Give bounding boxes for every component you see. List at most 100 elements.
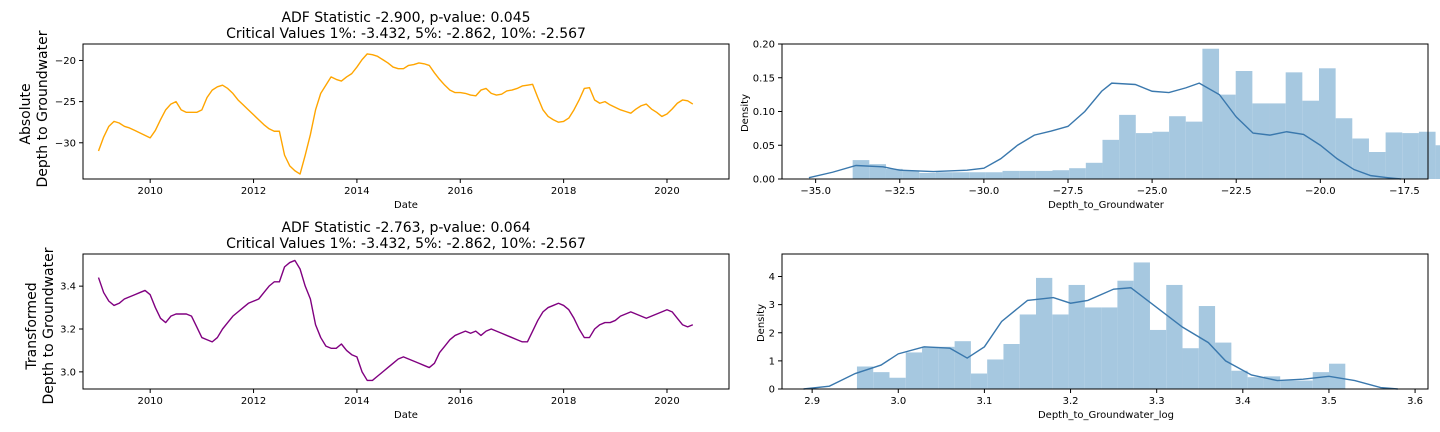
absolute-hist-bar [869, 164, 886, 179]
transformed-hist-bar [1312, 372, 1330, 390]
absolute-hist-bar [1102, 139, 1120, 179]
absolute-hist-bar [1352, 138, 1369, 179]
transformed-hist-bar [905, 352, 923, 389]
absolute-ytick-label: −25 [55, 97, 76, 108]
transformed-axes-frame [82, 253, 730, 390]
transformed-hist-xtick-label: 2.9 [804, 396, 820, 407]
absolute-hist-bar [1069, 168, 1086, 179]
absolute-hist-bar [1318, 68, 1336, 179]
absolute-series-panel: ADF Statistic -2.900, p-value: 0.045 Cri… [18, 10, 730, 211]
absolute-hist-bar [1402, 133, 1419, 179]
transformed-hist-xtick-label: 3.6 [1407, 396, 1423, 407]
absolute-hist-bar [1202, 48, 1220, 179]
transformed-hist-ytick-label: 0 [769, 385, 775, 396]
transformed-hist-bar [1166, 284, 1183, 389]
transformed-ytick-label: 3.2 [60, 325, 76, 336]
absolute-ytick-label: −30 [55, 138, 76, 149]
transformed-hist-xlabel: Depth_to_Groundwater_log [1038, 410, 1174, 421]
absolute-hist-bar [1119, 114, 1136, 180]
absolute-hist-bar [1035, 170, 1053, 179]
transformed-hist-bar [873, 372, 890, 390]
absolute-hist-bar [1152, 131, 1170, 179]
transformed-ytick-label: 3.0 [60, 367, 76, 378]
absolute-hist-xtick-label: −32.5 [884, 186, 915, 197]
transformed-hist-ytick-label: 3 [769, 300, 775, 311]
absolute-hist-bar [1052, 170, 1070, 179]
absolute-hist-ytick-label: 0.15 [753, 73, 775, 84]
transformed-hist-bar [1068, 284, 1085, 389]
absolute-hist-bar [1185, 121, 1203, 180]
transformed-hist-bar [1117, 280, 1134, 389]
absolute-hist-xtick-label: −30.0 [969, 186, 1000, 197]
absolute-hist-xlabel: Depth_to_Groundwater [1048, 200, 1165, 211]
absolute-ylabel-line1: Absolute [18, 83, 34, 144]
transformed-hist-bar [1198, 306, 1216, 389]
transformed-hist-bar [970, 373, 988, 389]
transformed-ytick-label: 3.4 [60, 282, 76, 293]
absolute-hist-bar [952, 172, 970, 179]
absolute-xtick-label: 2010 [137, 186, 162, 197]
absolute-hist-bar [1285, 72, 1303, 179]
transformed-hist-xtick-label: 3.1 [976, 396, 992, 407]
absolute-hist-xtick-label: −20.0 [1305, 186, 1336, 197]
absolute-hist-bar [1335, 118, 1353, 179]
transformed-ylabel-line1: Transformed [24, 282, 40, 370]
transformed-series-line [97, 259, 694, 382]
transformed-hist-bar [1036, 277, 1053, 389]
transformed-hist-bar [1247, 377, 1264, 389]
transformed-hist-kde-curve [803, 287, 1398, 390]
absolute-series-line [97, 53, 694, 175]
transformed-title-line1: ADF Statistic -2.763, p-value: 0.064 [281, 220, 530, 236]
transformed-hist-xtick-label: 3.0 [890, 396, 906, 407]
absolute-title-line2: Critical Values 1%: -3.432, 5%: -2.862, … [226, 26, 586, 42]
absolute-hist-ytick-label: 0.20 [753, 40, 775, 51]
absolute-title-line1: ADF Statistic -2.900, p-value: 0.045 [281, 10, 530, 26]
absolute-hist-bar [1269, 103, 1286, 179]
absolute-hist-ytick-label: 0.05 [753, 141, 775, 152]
transformed-hist-bar [1329, 363, 1346, 389]
absolute-hist-ytick-label: 0.00 [753, 175, 775, 186]
absolute-hist-bar [852, 160, 870, 179]
absolute-xtick-label: 2014 [344, 186, 369, 197]
transformed-hist-bar [1084, 307, 1102, 389]
transformed-hist-bar [922, 346, 939, 389]
absolute-hist-bar [1418, 131, 1436, 179]
transformed-hist-ytick-label: 1 [769, 356, 775, 367]
absolute-hist-bar [1219, 94, 1236, 180]
transformed-hist-xtick-label: 3.4 [1235, 396, 1251, 407]
transformed-xtick-label: 2018 [551, 396, 576, 407]
absolute-hist-bar [885, 168, 903, 180]
transformed-hist-bar [1052, 314, 1069, 389]
transformed-hist-bar [1149, 329, 1167, 389]
transformed-hist-bar [1215, 342, 1232, 389]
transformed-hist-bar [889, 377, 906, 389]
transformed-hist-bar [1280, 380, 1297, 389]
transformed-hist-ylabel: Density [756, 304, 767, 342]
absolute-ytick-label: −20 [55, 56, 76, 67]
transformed-hist-bar [1133, 262, 1150, 389]
transformed-hist-bar [987, 359, 1004, 389]
absolute-hist-bar [985, 172, 1003, 179]
absolute-axes-frame [82, 43, 730, 180]
absolute-xtick-label: 2018 [551, 186, 576, 197]
transformed-hist-bar [1003, 344, 1020, 389]
absolute-hist-bar [1435, 145, 1440, 179]
transformed-series-panel: ADF Statistic -2.763, p-value: 0.064 Cri… [24, 220, 730, 421]
transformed-hist-bar [1231, 370, 1248, 389]
absolute-hist-xtick-label: −27.5 [1053, 186, 1084, 197]
transformed-xtick-label: 2010 [137, 396, 162, 407]
absolute-hist-bar [969, 172, 986, 179]
absolute-hist-bar [919, 172, 936, 179]
transformed-hist-xtick-label: 3.2 [1063, 396, 1079, 407]
transformed-xtick-label: 2016 [448, 396, 473, 407]
transformed-title-line2: Critical Values 1%: -3.432, 5%: -2.862, … [226, 236, 586, 252]
absolute-hist-ytick-label: 0.10 [753, 107, 775, 118]
absolute-hist-bar [1252, 103, 1270, 179]
absolute-hist-bar [902, 170, 920, 179]
transformed-hist-ytick-label: 4 [769, 272, 775, 283]
absolute-hist-bar [1135, 133, 1153, 179]
transformed-xtick-label: 2014 [344, 396, 369, 407]
transformed-hist-bar [1101, 307, 1118, 389]
absolute-hist-kde-curve [808, 82, 1402, 180]
transformed-hist-bar [938, 346, 955, 389]
